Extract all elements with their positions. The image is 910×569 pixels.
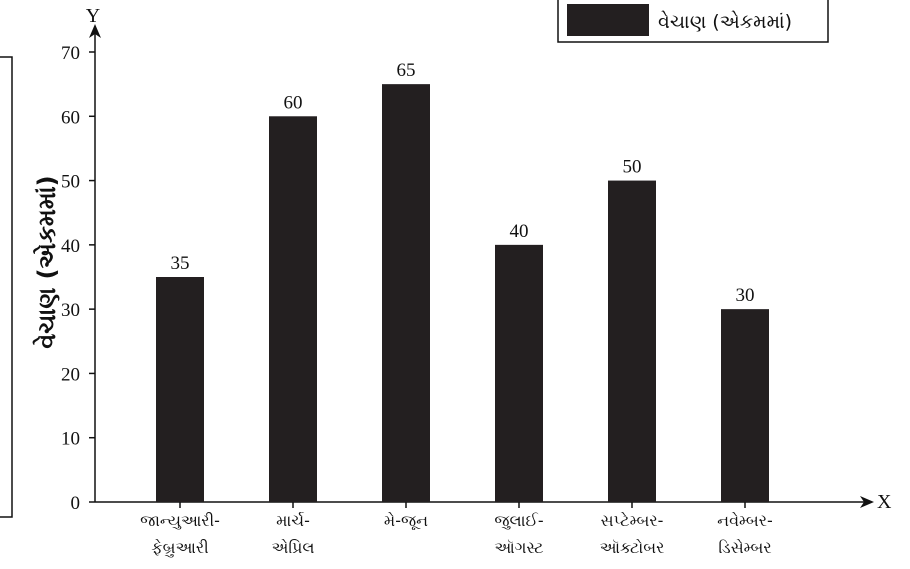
data-label: 65 [397, 60, 416, 81]
x-tick-label: ઑગસ્ટ [494, 538, 543, 557]
x-tick-label: નવેમ્બર- [717, 511, 773, 530]
bar [495, 244, 543, 502]
x-tick-label: જાન્યુઆરી- [140, 511, 220, 530]
y-tick-label: 50 [61, 172, 80, 193]
x-tick-label: ઑક્ટોબર [600, 538, 665, 557]
y-axis-letter: Y [86, 5, 100, 27]
data-labels: 35 60 65 40 50 30 [171, 60, 755, 306]
bar [382, 84, 430, 503]
data-label: 35 [171, 253, 190, 274]
bar [269, 116, 317, 503]
y-tick-label: 70 [61, 43, 80, 64]
data-label: 40 [510, 221, 529, 242]
bar [156, 277, 204, 502]
data-label: 30 [736, 285, 755, 306]
data-label: 50 [623, 157, 642, 178]
data-label: 60 [284, 92, 303, 113]
x-tick-label: જુલાઈ- [494, 511, 543, 530]
x-tick-label: એપ્રિલ [272, 538, 315, 557]
x-tick-label: મે-જૂન [384, 511, 428, 530]
bars [156, 84, 769, 503]
x-axis-arrowhead [860, 496, 874, 508]
y-tick-label: 0 [71, 493, 81, 514]
legend-swatch [567, 4, 649, 36]
bar [721, 309, 769, 502]
ylabel-frame [0, 56, 13, 518]
legend: વેચાણ (એકમમાં) [557, 0, 829, 43]
y-tick-label: 20 [61, 364, 80, 385]
x-tick-label: સપ્ટેમ્બર- [601, 511, 664, 530]
legend-label: વેચાણ (એકમમાં) [658, 11, 792, 33]
y-tick-label: 60 [61, 107, 80, 128]
y-tick-label: 10 [61, 429, 80, 450]
x-tick-label: માર્ચ- [276, 511, 310, 530]
y-axis-label: વેચાણ (એકમમાં) [32, 175, 61, 348]
y-ticks: 0 10 20 30 40 50 60 70 [61, 43, 95, 514]
x-tick-label: ડિસેમ્બર [718, 538, 771, 557]
x-tick-label: ફેબ્રુઆરી [151, 538, 208, 558]
y-tick-label: 40 [61, 236, 80, 257]
x-axis-letter: X [877, 491, 892, 513]
y-tick-label: 30 [61, 300, 80, 321]
y-axis-arrowhead [89, 24, 101, 38]
bar [608, 180, 656, 503]
x-ticks: જાન્યુઆરી- ફેબ્રુઆરી માર્ચ- એપ્રિલ મે-જૂન જુલ… [140, 502, 773, 558]
